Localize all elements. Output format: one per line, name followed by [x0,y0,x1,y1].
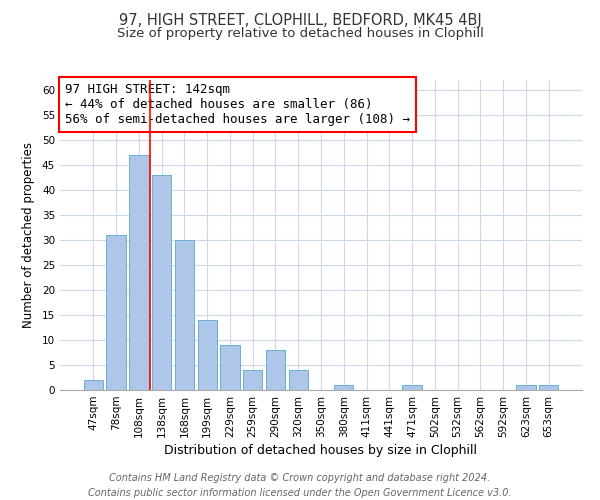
Bar [197,320,217,390]
Bar [266,350,285,390]
Y-axis label: Number of detached properties: Number of detached properties [22,142,35,328]
Bar [129,155,149,390]
Bar [106,235,126,390]
Text: Size of property relative to detached houses in Clophill: Size of property relative to detached ho… [116,28,484,40]
Text: Contains HM Land Registry data © Crown copyright and database right 2024.
Contai: Contains HM Land Registry data © Crown c… [88,472,512,498]
Bar [403,385,422,390]
Bar [539,385,558,390]
Bar [84,380,103,390]
Bar [243,370,262,390]
Bar [220,345,239,390]
Bar [175,240,194,390]
Bar [289,370,308,390]
Bar [516,385,536,390]
Bar [152,175,172,390]
Text: 97 HIGH STREET: 142sqm
← 44% of detached houses are smaller (86)
56% of semi-det: 97 HIGH STREET: 142sqm ← 44% of detached… [65,83,410,126]
Bar [334,385,353,390]
X-axis label: Distribution of detached houses by size in Clophill: Distribution of detached houses by size … [164,444,478,457]
Text: 97, HIGH STREET, CLOPHILL, BEDFORD, MK45 4BJ: 97, HIGH STREET, CLOPHILL, BEDFORD, MK45… [119,12,481,28]
